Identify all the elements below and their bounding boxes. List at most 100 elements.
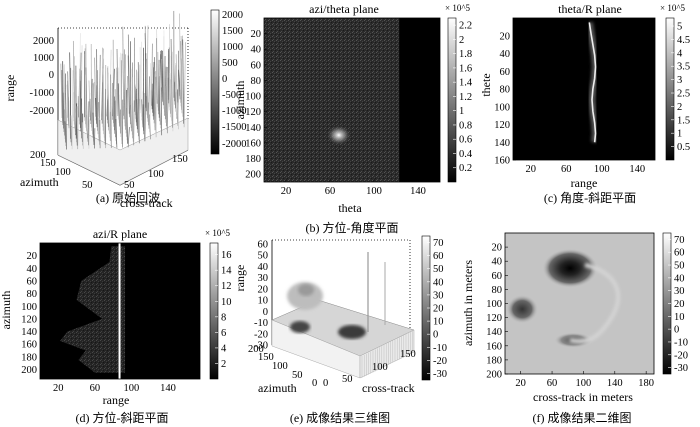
cb-tick-label: 2.2 [459,21,472,32]
surface-spike [162,50,164,106]
panel-a-ytick-az: 100 [55,167,71,178]
surface-spike [169,73,172,121]
surface-spike [127,127,130,148]
panel-d-ylabel: azimuth [0,291,13,330]
cb-tick-label: 14 [221,266,232,277]
surface-spike [127,55,130,114]
x-tick-label: 140 [629,164,645,175]
surface-spike [160,50,163,136]
y-tick-label: 120 [486,313,502,324]
cb-tick: 1000 [222,42,243,53]
y-tick-label: 120 [245,107,261,118]
y-tick-label: 120 [21,314,37,325]
surface-spike [174,82,176,109]
z-tick-label: -20 [254,329,268,340]
y-tick-label: 60 [27,276,38,287]
y-tick-label: 180 [245,154,261,165]
cb-tick-label: 1.4 [459,78,473,89]
z-tick-label: 60 [258,240,269,251]
surface-spike [151,43,153,106]
cb-tick-label: 0.6 [459,135,472,146]
cb-tick-label: 1.5 [677,115,690,126]
cb-tick-label: 0.2 [459,163,472,174]
surface-spike [102,74,106,142]
panel-a-colorbar [210,9,220,155]
surface-spike [131,77,134,142]
y-tick-label: 20 [500,31,511,42]
panel-d-caption: (d) 方位-斜距平面 [76,410,169,425]
panel-a-ytick: -2000 [30,106,55,117]
panel-b-noise-band [264,18,400,182]
cb-tick: -500 [222,90,241,101]
panel-c-caption: (c) 角度-斜距平面 [544,190,636,205]
panel-c-colorbar-ticks: 5 4.5 4 3.5 3 2.5 2 1.5 1 0.5 [671,22,690,153]
y-tick-label: 100 [494,102,510,113]
surface-spike [134,86,137,123]
y-tick-label: 200 [21,365,37,376]
panel-d-frame [39,242,201,380]
panel-e-ytick: 100 [272,361,288,372]
panel-e-zlabel: range [233,265,247,292]
cb-tick-label: -10 [674,337,688,348]
cb-tick-label: 60 [674,248,685,259]
surface-spike [182,39,184,124]
surface-spike [122,26,124,116]
surface-spike [74,56,76,132]
panel-c-ylabel: thete [479,73,493,96]
y-tick-label: 120 [494,120,510,131]
panel-b-xticks: 20 60 100 140 [281,179,426,197]
cb-tick-label: 1.8 [459,49,472,60]
cb-tick-label: 3 [677,75,682,86]
panel-a-xtick: 50 [124,180,135,191]
panel-c-cb-exponent: × 10^5 [660,3,686,13]
surface-spike [115,119,118,148]
z-tick-label: 10 [258,296,269,307]
panel-c-xticks: 20 60 100 140 [526,157,645,175]
z-tick-label: -10 [254,318,268,329]
y-tick-label: 160 [494,156,510,167]
surface-spike [72,40,76,129]
y-tick-label: 20 [27,251,38,262]
cb-tick-label: 70 [674,235,685,246]
surface-spike [178,69,181,100]
surface-spike [63,92,65,133]
surface-spike [120,52,122,141]
surface-spike [86,115,89,142]
x-tick-label: 100 [124,383,140,394]
surface-spike [141,99,144,128]
cb-tick-label: 60 [433,251,444,262]
panel-c-colorbar [665,17,675,161]
surface-spike [172,57,174,132]
panel-e-xtick: 150 [400,349,416,360]
surface-spike [124,49,126,130]
y-tick-label: 180 [486,355,502,366]
cb-tick-label: 30 [433,290,444,301]
surface-spike [166,77,169,134]
panel-b-xlabel: theta [338,201,362,215]
y-tick-label: 100 [486,299,502,310]
panel-e-pit [338,325,366,339]
panel-b-colorbar-ticks: 2.2 2 1.8 1.6 1.4 1.2 1 0.8 0.6 0.4 0.2 [453,21,473,174]
surface-spike [64,121,66,143]
cb-tick-label: 40 [674,273,685,284]
surface-spike [88,101,90,146]
cb-tick-label: 20 [433,304,444,315]
cb-tick-label: -20 [674,350,688,361]
panel-f-xticks: 20 60 100 140 180 [515,371,654,389]
cb-tick: 0 [222,74,227,85]
cb-tick-label: 50 [433,264,444,275]
panel-b-bright-spot [326,125,351,146]
surface-spike [75,108,78,146]
cb-tick-label: 30 [674,286,685,297]
panel-e-peak [298,284,314,296]
panel-e-ytick: 200 [248,344,264,355]
panel-b-frame [263,17,441,183]
y-tick-label: 200 [245,170,261,181]
x-tick-label: 60 [547,378,558,389]
x-tick-label: 180 [638,378,654,389]
x-tick-label: 60 [90,383,101,394]
